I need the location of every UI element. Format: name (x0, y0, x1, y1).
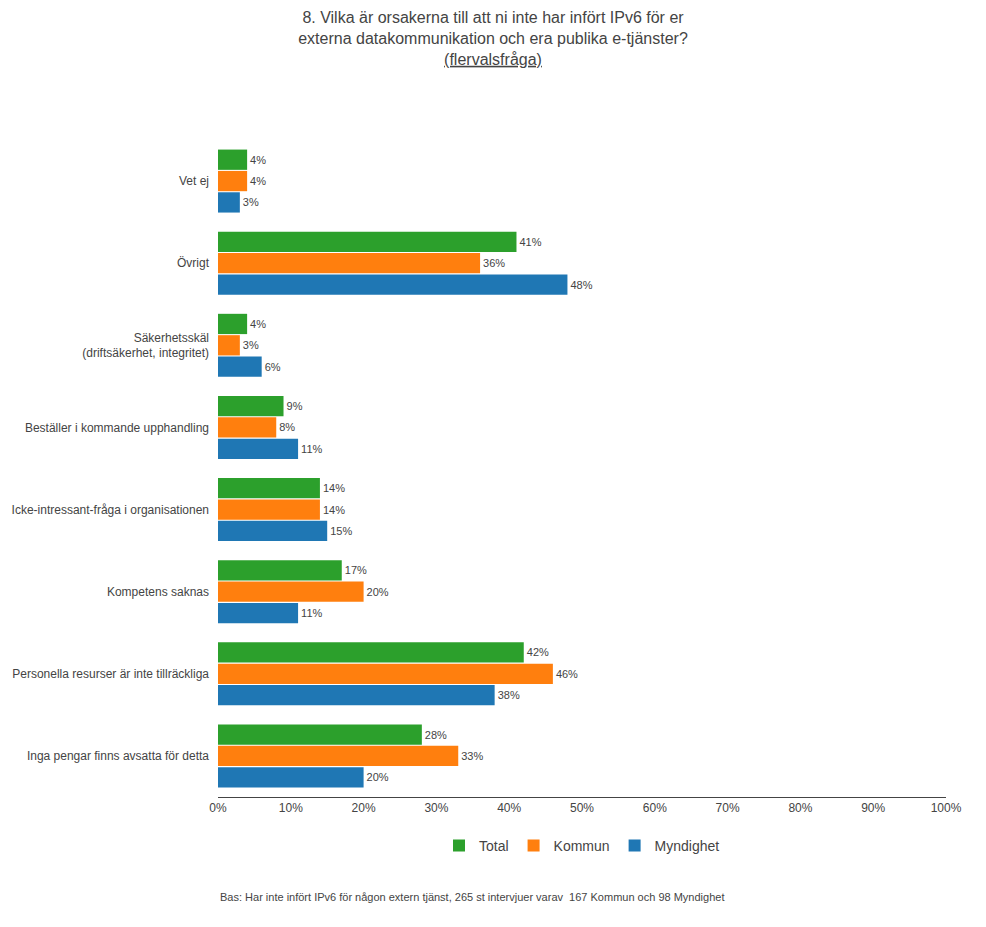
svg-text:42%: 42% (527, 646, 549, 658)
svg-text:Inga pengar finns avsatta för: Inga pengar finns avsatta för detta (27, 749, 209, 763)
svg-text:3%: 3% (243, 196, 259, 208)
svg-text:60%: 60% (643, 801, 667, 815)
svg-text:41%: 41% (519, 236, 541, 248)
svg-text:17%: 17% (345, 564, 367, 576)
svg-text:11%: 11% (301, 607, 322, 619)
svg-text:11%: 11% (301, 443, 322, 455)
svg-text:15%: 15% (330, 525, 352, 537)
svg-text:30%: 30% (424, 801, 448, 815)
svg-text:38%: 38% (498, 689, 520, 701)
svg-text:46%: 46% (556, 668, 578, 680)
svg-text:Kompetens saknas: Kompetens saknas (107, 585, 209, 599)
svg-text:90%: 90% (861, 801, 885, 815)
svg-text:6%: 6% (265, 361, 281, 373)
svg-text:14%: 14% (323, 504, 345, 516)
svg-text:70%: 70% (716, 801, 740, 815)
svg-text:4%: 4% (250, 318, 266, 330)
svg-text:0%: 0% (209, 801, 227, 815)
svg-text:80%: 80% (788, 801, 812, 815)
svg-text:4%: 4% (250, 154, 266, 166)
svg-text:Övrigt: Övrigt (177, 256, 210, 270)
svg-text:33%: 33% (461, 750, 483, 762)
svg-text:Myndighet: Myndighet (655, 838, 720, 854)
svg-text:20%: 20% (367, 586, 389, 598)
svg-text:Säkerhetsskäl(driftsäkerhet, i: Säkerhetsskäl(driftsäkerhet, integritet) (82, 331, 209, 361)
svg-text:20%: 20% (367, 771, 389, 783)
svg-text:10%: 10% (279, 801, 303, 815)
svg-text:36%: 36% (483, 257, 505, 269)
svg-text:20%: 20% (352, 801, 376, 815)
svg-text:48%: 48% (570, 279, 592, 291)
svg-text:Beställer i kommande upphandli: Beställer i kommande upphandling (25, 421, 209, 435)
svg-text:100%: 100% (931, 801, 962, 815)
svg-text:50%: 50% (570, 801, 594, 815)
svg-text:40%: 40% (497, 801, 521, 815)
svg-text:9%: 9% (287, 400, 303, 412)
svg-text:4%: 4% (250, 175, 266, 187)
svg-text:3%: 3% (243, 339, 259, 351)
svg-text:8%: 8% (279, 421, 295, 433)
svg-text:28%: 28% (425, 729, 447, 741)
svg-text:Icke-intressant-fråga i organi: Icke-intressant-fråga i organisationen (12, 503, 209, 517)
svg-text:14%: 14% (323, 482, 345, 494)
svg-text:Total: Total (479, 838, 509, 854)
svg-text:Kommun: Kommun (554, 838, 610, 854)
svg-text:Bas: Har inte infört IPv6 för: Bas: Har inte infört IPv6 för någon exte… (220, 891, 724, 903)
svg-text:Personella resurser är inte ti: Personella resurser är inte tillräckliga (12, 667, 209, 681)
svg-text:8. Vilka är orsakerna till att: 8. Vilka är orsakerna till att ni inte h… (298, 9, 688, 68)
svg-text:Vet ej: Vet ej (179, 174, 209, 188)
